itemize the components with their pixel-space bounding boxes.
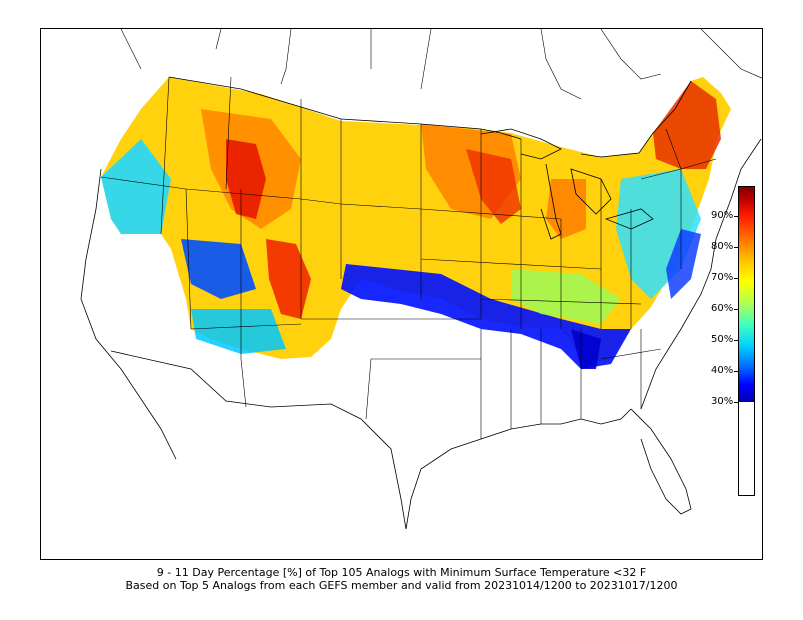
colorbar-tickmark xyxy=(734,278,738,279)
map-plot xyxy=(80,29,762,530)
percentage-field xyxy=(101,77,731,369)
colorbar-tickmark xyxy=(734,247,738,248)
field-blue-eastcoast xyxy=(666,229,701,299)
colorbar-tickmark xyxy=(734,371,738,372)
map-frame xyxy=(40,28,763,560)
atlantic-coast xyxy=(640,138,762,410)
colorbar-tickmark xyxy=(734,309,738,310)
figure-caption: 9 - 11 Day Percentage [%] of Top 105 Ana… xyxy=(40,566,763,592)
field-red-colorado xyxy=(266,239,311,319)
florida-coast xyxy=(630,408,692,515)
colorbar-tickmark xyxy=(734,216,738,217)
field-red-idaho xyxy=(226,139,266,219)
colorbar-tick-label: 90% xyxy=(711,210,734,221)
colorbar-tick-label: 70% xyxy=(711,272,734,283)
colorbar-tick-label: 50% xyxy=(711,334,734,345)
us-mexico-border xyxy=(110,350,407,530)
colorbar xyxy=(738,186,755,496)
pacific-coast xyxy=(80,168,177,460)
field-blue-plains xyxy=(341,264,631,369)
gulf-coast xyxy=(405,408,632,530)
colorbar-tick-label: 60% xyxy=(711,303,734,314)
field-red-wisconsin xyxy=(466,149,521,224)
field-blue-nevada xyxy=(181,239,256,299)
colorbar-tick-label: 30% xyxy=(711,396,734,407)
caption-line-1: 9 - 11 Day Percentage [%] of Top 105 Ana… xyxy=(156,566,647,579)
colorbar-tick-label: 40% xyxy=(711,365,734,376)
colorbar-tickmark xyxy=(734,340,738,341)
colorbar-gradient xyxy=(739,187,754,402)
field-red-newengland xyxy=(653,81,721,169)
canada-coast xyxy=(120,29,762,100)
field-blue-southeast xyxy=(571,329,601,369)
field-green-south xyxy=(511,269,621,324)
colorbar-tick-label: 80% xyxy=(711,241,734,252)
geographic-borders xyxy=(80,29,762,530)
colorbar-tickmark xyxy=(734,402,738,403)
state-lines xyxy=(100,76,717,439)
field-cyan-west xyxy=(101,139,171,234)
field-cyan-utah xyxy=(191,309,286,354)
caption-line-2: Based on Top 5 Analogs from each GEFS me… xyxy=(125,579,678,592)
